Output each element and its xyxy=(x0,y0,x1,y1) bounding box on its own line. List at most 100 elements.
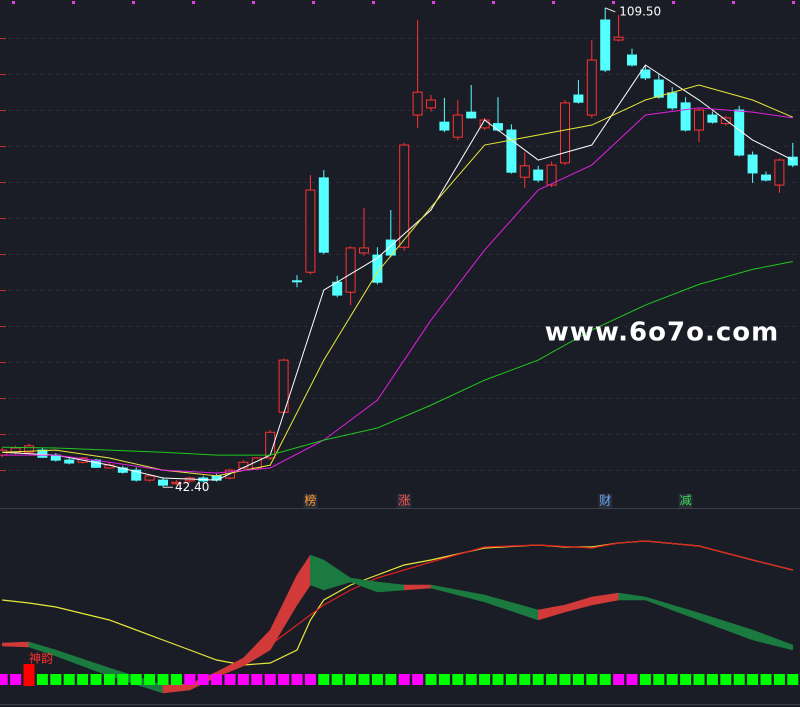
candle-body xyxy=(774,159,785,186)
candle-body xyxy=(560,102,570,164)
candle-body xyxy=(24,445,34,453)
band-segment xyxy=(310,554,325,591)
signal-square xyxy=(130,674,142,685)
signal-square xyxy=(117,674,129,685)
signal-square xyxy=(693,674,705,685)
signal-square xyxy=(157,674,169,685)
signal-square xyxy=(760,674,772,685)
signal-square xyxy=(626,674,638,685)
signal-square xyxy=(546,674,558,685)
top-marker xyxy=(72,1,75,4)
candle-body xyxy=(573,94,584,103)
signal-square xyxy=(264,674,276,685)
signal-square xyxy=(63,674,75,685)
signal-square xyxy=(613,674,625,685)
band-segment xyxy=(403,584,432,591)
event-box xyxy=(397,494,412,508)
candle-body xyxy=(131,469,142,481)
ma-line xyxy=(2,261,793,456)
band-segment xyxy=(564,596,593,613)
candle-body xyxy=(211,475,222,481)
candle-body xyxy=(171,481,182,485)
candle-body xyxy=(466,111,477,119)
signal-square xyxy=(331,674,343,685)
top-marker xyxy=(792,1,795,4)
watermark: www.6o7o.com xyxy=(545,318,779,348)
band-segment xyxy=(296,554,311,606)
signal-square xyxy=(224,674,236,685)
top-marker xyxy=(192,1,195,4)
band-segment xyxy=(243,629,271,667)
signal-square xyxy=(425,674,437,685)
top-marker xyxy=(732,1,735,4)
candle-body xyxy=(265,431,276,459)
band-segment xyxy=(162,683,191,694)
candle-body xyxy=(318,177,329,253)
candle-body xyxy=(720,117,731,125)
candle-body xyxy=(707,114,718,123)
signal-square xyxy=(237,674,249,685)
candle-body xyxy=(653,79,664,98)
min-label: 42.40 xyxy=(175,480,209,494)
event-box xyxy=(678,494,693,508)
max-label: 109.50 xyxy=(619,4,661,18)
candle-body xyxy=(305,189,316,273)
signal-square xyxy=(653,674,665,685)
event-label: 财 xyxy=(599,494,611,508)
band-segment xyxy=(645,596,700,621)
ma-line xyxy=(2,84,793,477)
signal-square xyxy=(747,674,759,685)
signal-square xyxy=(532,674,544,685)
top-marker xyxy=(372,1,375,4)
top-marker xyxy=(132,1,135,4)
signal-square xyxy=(23,664,35,686)
band-segment xyxy=(269,574,298,651)
band-segment xyxy=(55,649,110,677)
band-segment xyxy=(484,594,539,621)
candle-body xyxy=(10,447,21,453)
candle-body xyxy=(600,19,611,71)
event-label: 减 xyxy=(680,494,692,508)
candle-body xyxy=(372,254,383,283)
signal-square xyxy=(666,674,678,685)
signal-square xyxy=(505,674,517,685)
candle-body xyxy=(667,92,678,109)
signal-label: 神韵 xyxy=(29,651,53,666)
signal-square xyxy=(0,674,8,685)
band-segment xyxy=(698,612,753,641)
top-marker xyxy=(552,1,555,4)
band-segment xyxy=(591,592,619,606)
band-segment xyxy=(1,641,30,648)
band-segment xyxy=(323,559,351,591)
signal-square xyxy=(385,674,397,685)
signal-square xyxy=(599,674,611,685)
candle-body xyxy=(640,69,651,79)
candle-body xyxy=(158,479,168,486)
signal-square xyxy=(144,674,156,685)
candle-body xyxy=(787,156,798,166)
signal-square xyxy=(720,674,732,685)
event-box xyxy=(598,494,613,508)
signal-square xyxy=(438,674,450,685)
top-marker xyxy=(432,1,435,4)
signal-square xyxy=(251,674,263,685)
top-marker xyxy=(252,1,255,4)
signal-square xyxy=(639,674,651,685)
signal-square xyxy=(572,674,584,685)
signal-square xyxy=(50,674,62,685)
signal-square xyxy=(211,674,223,685)
signal-square xyxy=(559,674,571,685)
top-marker xyxy=(312,1,315,4)
top-marker xyxy=(672,1,675,4)
candle-body xyxy=(426,99,436,109)
signal-square xyxy=(291,674,303,685)
signal-square xyxy=(492,674,504,685)
candle-body xyxy=(694,109,704,131)
signal-square xyxy=(706,674,718,685)
band-segment xyxy=(752,629,794,651)
candle-body xyxy=(627,54,637,66)
signal-square xyxy=(479,674,491,685)
signal-square xyxy=(787,674,799,685)
